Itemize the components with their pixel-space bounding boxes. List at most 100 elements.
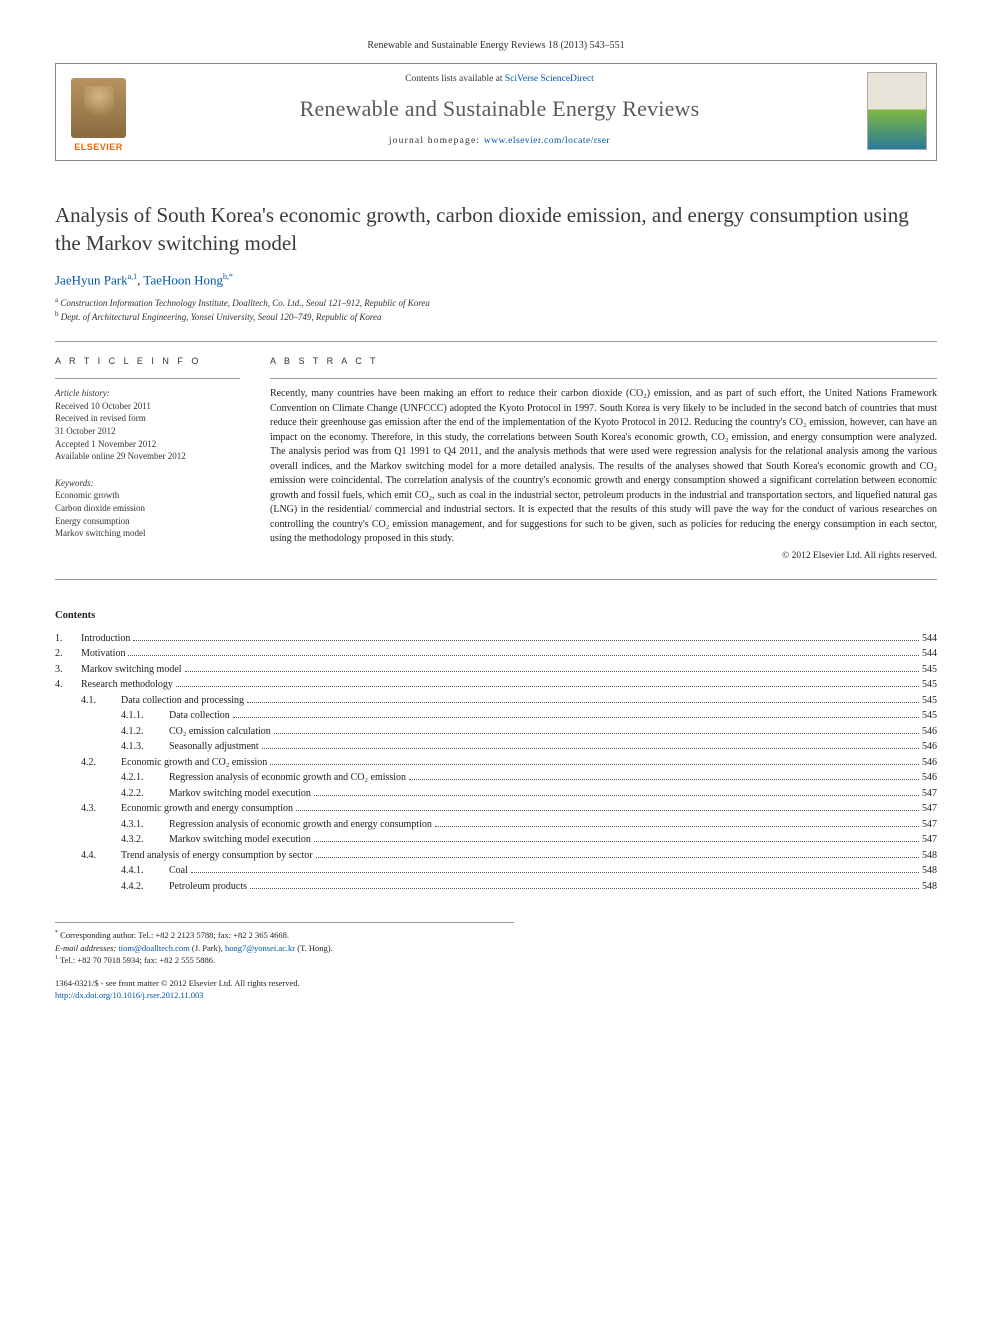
copyright-line: © 2012 Elsevier Ltd. All rights reserved… (270, 551, 937, 561)
toc-number: 4.4. (81, 848, 121, 864)
toc-leader-dots (314, 788, 919, 796)
divider (55, 378, 240, 379)
toc-leader-dots (247, 695, 919, 703)
author-2[interactable]: TaeHoon Hong (143, 272, 223, 287)
contents-heading: Contents (55, 610, 937, 621)
toc-page: 546 (922, 755, 937, 771)
toc-number: 4.3.2. (121, 832, 169, 848)
scidirect-link[interactable]: SciVerse ScienceDirect (505, 74, 594, 84)
toc-page: 545 (922, 677, 937, 693)
toc-leader-dots (176, 679, 919, 687)
abstract-heading: A B S T R A C T (270, 356, 937, 366)
history-revised-2: 31 October 2012 (55, 425, 240, 438)
affiliation-a: Construction Information Technology Inst… (60, 298, 430, 308)
toc-page: 545 (922, 662, 937, 678)
journal-reference: Renewable and Sustainable Energy Reviews… (55, 40, 937, 51)
keyword-1: Economic growth (55, 489, 240, 502)
toc-row: 1.Introduction 544 (55, 631, 937, 647)
toc-page: 546 (922, 739, 937, 755)
toc-leader-dots (191, 865, 919, 873)
toc-row: 3.Markov switching model 545 (55, 662, 937, 678)
toc-label: Markov switching model execution (169, 786, 311, 802)
toc-leader-dots (185, 664, 919, 672)
email-1[interactable]: tiom@doalltech.com (118, 943, 189, 953)
contents-prefix: Contents lists available at (405, 74, 505, 84)
toc-number: 4.2.1. (121, 770, 169, 786)
toc-label: Data collection and processing (121, 693, 244, 709)
history-online: Available online 29 November 2012 (55, 450, 240, 463)
toc-page: 548 (922, 848, 937, 864)
toc-page: 545 (922, 708, 937, 724)
toc-number: 4.4.1. (121, 863, 169, 879)
bottom-block: 1364-0321/$ - see front matter © 2012 El… (55, 978, 937, 1002)
toc-row: 4.4.2.Petroleum products 548 (55, 879, 937, 895)
keyword-4: Markov switching model (55, 527, 240, 540)
divider (55, 341, 937, 342)
toc-row: 4.4.Trend analysis of energy consumption… (55, 848, 937, 864)
toc-label: Markov switching model (81, 662, 182, 678)
history-received: Received 10 October 2011 (55, 400, 240, 413)
publisher-logo-block: ELSEVIER (56, 64, 141, 160)
toc-number: 3. (55, 662, 81, 678)
toc-label: Coal (169, 863, 188, 879)
doi-link[interactable]: http://dx.doi.org/10.1016/j.rser.2012.11… (55, 990, 204, 1000)
divider (270, 378, 937, 379)
toc-page: 544 (922, 631, 937, 647)
homepage-link[interactable]: www.elsevier.com/locate/rser (484, 136, 610, 146)
author-2-sup: b,* (223, 272, 233, 281)
toc-page: 546 (922, 770, 937, 786)
toc-row: 4.3.2.Markov switching model execution 5… (55, 832, 937, 848)
table-of-contents: 1.Introduction 5442.Motivation 5443.Mark… (55, 631, 937, 895)
keywords-title: Keywords: (55, 477, 240, 490)
toc-number: 1. (55, 631, 81, 647)
affiliations: a Construction Information Technology In… (55, 296, 937, 323)
corresponding-author: Corresponding author. Tel.: +82 2 2123 5… (60, 930, 289, 940)
toc-page: 548 (922, 879, 937, 895)
email-2[interactable]: hong7@yonsei.ac.kr (225, 943, 295, 953)
author-1-tel: Tel.: +82 70 7018 5934; fax: +82 2 555 5… (60, 955, 215, 965)
keyword-2: Carbon dioxide emission (55, 502, 240, 515)
toc-row: 4.1.2.CO₂ emission calculation 546 (55, 724, 937, 740)
contents-lists-line: Contents lists available at SciVerse Sci… (151, 74, 848, 84)
toc-label: Trend analysis of energy consumption by … (121, 848, 313, 864)
toc-leader-dots (409, 772, 919, 780)
abstract-text: Recently, many countries have been makin… (270, 387, 937, 547)
author-1-sup: a,1 (128, 272, 138, 281)
toc-row: 4.Research methodology 545 (55, 677, 937, 693)
journal-cover-icon (867, 72, 927, 150)
journal-title: Renewable and Sustainable Energy Reviews (151, 96, 848, 122)
toc-label: Economic growth and CO₂ emission (121, 755, 267, 771)
toc-label: Regression analysis of economic growth a… (169, 770, 406, 786)
toc-label: Data collection (169, 708, 230, 724)
toc-leader-dots (316, 850, 919, 858)
toc-page: 547 (922, 832, 937, 848)
toc-leader-dots (435, 819, 919, 827)
history-accepted: Accepted 1 November 2012 (55, 438, 240, 451)
toc-row: 2.Motivation 544 (55, 646, 937, 662)
toc-row: 4.2.1.Regression analysis of economic gr… (55, 770, 937, 786)
authors-line: JaeHyun Parka,1, TaeHoon Hongb,* (55, 272, 937, 288)
toc-label: Regression analysis of economic growth a… (169, 817, 432, 833)
toc-leader-dots (296, 803, 919, 811)
publisher-label: ELSEVIER (74, 142, 123, 152)
toc-row: 4.2.Economic growth and CO₂ emission 546 (55, 755, 937, 771)
author-1[interactable]: JaeHyun Park (55, 272, 128, 287)
toc-row: 4.2.2.Markov switching model execution 5… (55, 786, 937, 802)
toc-leader-dots (314, 834, 919, 842)
toc-leader-dots (270, 757, 919, 765)
toc-label: Seasonally adjustment (169, 739, 259, 755)
toc-page: 544 (922, 646, 937, 662)
toc-leader-dots (233, 710, 919, 718)
email-label: E-mail addresses: (55, 943, 118, 953)
keyword-3: Energy consumption (55, 515, 240, 528)
toc-number: 4.4.2. (121, 879, 169, 895)
footer-notes: * Corresponding author. Tel.: +82 2 2123… (55, 922, 514, 966)
homepage-prefix: journal homepage: (389, 136, 484, 146)
toc-row: 4.1.3.Seasonally adjustment 546 (55, 739, 937, 755)
toc-number: 4.1.2. (121, 724, 169, 740)
cover-thumb-block (858, 64, 936, 160)
history-title: Article history: (55, 387, 240, 400)
toc-page: 547 (922, 801, 937, 817)
front-matter-line: 1364-0321/$ - see front matter © 2012 El… (55, 978, 937, 990)
email-2-who: (T. Hong). (295, 943, 333, 953)
